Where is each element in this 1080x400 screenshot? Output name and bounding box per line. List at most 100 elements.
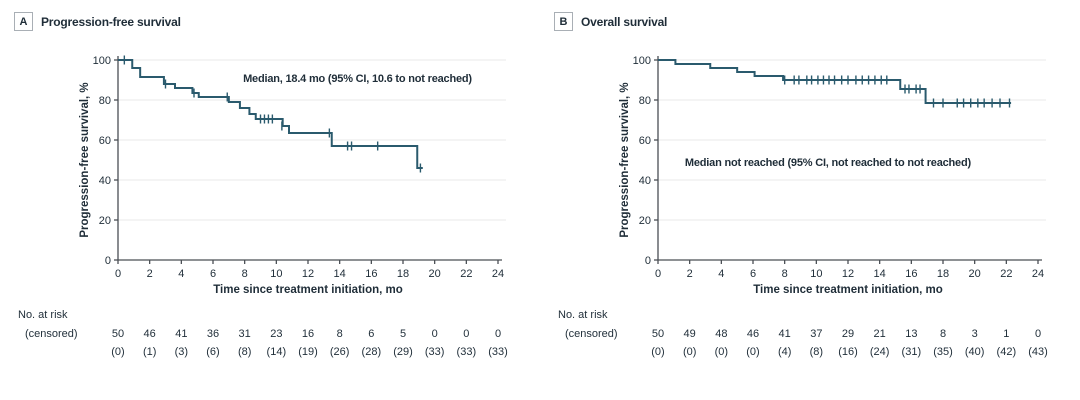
panel-b-title: Overall survival bbox=[581, 14, 668, 29]
svg-text:(24): (24) bbox=[870, 346, 890, 358]
svg-text:(40): (40) bbox=[965, 346, 985, 358]
svg-text:6: 6 bbox=[368, 328, 374, 340]
censor-marks bbox=[783, 75, 1011, 108]
svg-text:24: 24 bbox=[1032, 268, 1044, 280]
svg-text:8: 8 bbox=[782, 268, 788, 280]
panel-a-label-box: A bbox=[14, 12, 33, 31]
svg-text:100: 100 bbox=[93, 55, 111, 67]
gridlines bbox=[118, 59, 506, 221]
svg-text:23: 23 bbox=[270, 328, 282, 340]
svg-text:(0): (0) bbox=[683, 346, 696, 358]
svg-text:(6): (6) bbox=[206, 346, 219, 358]
svg-text:3: 3 bbox=[972, 328, 978, 340]
svg-text:(26): (26) bbox=[330, 346, 350, 358]
svg-text:0: 0 bbox=[432, 328, 438, 340]
svg-text:41: 41 bbox=[175, 328, 187, 340]
svg-text:(censored): (censored) bbox=[25, 328, 78, 340]
svg-text:(censored): (censored) bbox=[565, 328, 618, 340]
svg-text:5: 5 bbox=[400, 328, 406, 340]
svg-text:50: 50 bbox=[652, 328, 664, 340]
svg-text:22: 22 bbox=[1000, 268, 1012, 280]
x-axis-ticks: 0 2 4 6 8 10 12 14 16 18 20 22 24 bbox=[655, 260, 1044, 280]
svg-text:8: 8 bbox=[940, 328, 946, 340]
svg-text:20: 20 bbox=[969, 268, 981, 280]
svg-text:(1): (1) bbox=[143, 346, 156, 358]
svg-text:20: 20 bbox=[99, 215, 111, 227]
svg-text:48: 48 bbox=[715, 328, 727, 340]
svg-text:31: 31 bbox=[239, 328, 251, 340]
svg-text:(43): (43) bbox=[1028, 346, 1048, 358]
svg-text:36: 36 bbox=[207, 328, 219, 340]
svg-text:12: 12 bbox=[842, 268, 854, 280]
svg-text:50: 50 bbox=[112, 328, 124, 340]
panel-b-header: B Overall survival bbox=[554, 12, 667, 31]
svg-text:29: 29 bbox=[842, 328, 854, 340]
axes bbox=[117, 56, 502, 261]
svg-text:(42): (42) bbox=[997, 346, 1017, 358]
svg-text:14: 14 bbox=[334, 268, 346, 280]
svg-text:80: 80 bbox=[639, 95, 651, 107]
svg-text:0: 0 bbox=[645, 255, 651, 267]
svg-text:No. at risk: No. at risk bbox=[18, 309, 68, 321]
svg-text:60: 60 bbox=[99, 135, 111, 147]
gridlines bbox=[658, 59, 1046, 221]
svg-text:(0): (0) bbox=[651, 346, 664, 358]
svg-text:0: 0 bbox=[463, 328, 469, 340]
y-axis-title: Progression-free survival, % bbox=[619, 82, 631, 237]
svg-text:60: 60 bbox=[639, 135, 651, 147]
svg-text:(28): (28) bbox=[362, 346, 382, 358]
svg-text:0: 0 bbox=[105, 255, 111, 267]
svg-text:No. at risk: No. at risk bbox=[558, 309, 608, 321]
svg-text:41: 41 bbox=[779, 328, 791, 340]
svg-text:(4): (4) bbox=[778, 346, 791, 358]
panel-overall-survival: B Overall survival Median not reached (9… bbox=[540, 0, 1080, 400]
y-axis-title: Progression-free survival, % bbox=[79, 82, 91, 237]
axes bbox=[657, 56, 1042, 261]
svg-text:0: 0 bbox=[115, 268, 121, 280]
svg-text:13: 13 bbox=[905, 328, 917, 340]
x-axis-ticks: 0 2 4 6 8 10 12 14 16 18 20 22 24 bbox=[115, 260, 504, 280]
y-axis-ticks: 0 20 40 60 80 100 bbox=[633, 55, 658, 267]
svg-text:6: 6 bbox=[750, 268, 756, 280]
svg-text:(8): (8) bbox=[810, 346, 823, 358]
risk-table: No. at risk (censored) 50 (0) 49 (0) 48 (0) 46 (0… bbox=[558, 309, 1048, 358]
svg-text:40: 40 bbox=[639, 175, 651, 187]
svg-text:24: 24 bbox=[492, 268, 504, 280]
svg-text:18: 18 bbox=[937, 268, 949, 280]
svg-text:12: 12 bbox=[302, 268, 314, 280]
risk-table: No. at risk(censored) 50(0)46(1)41(3)36(6… bbox=[18, 309, 508, 358]
svg-text:46: 46 bbox=[747, 328, 759, 340]
svg-text:0: 0 bbox=[655, 268, 661, 280]
svg-text:37: 37 bbox=[810, 328, 822, 340]
panel-a-title: Progression-free survival bbox=[41, 14, 181, 29]
svg-text:22: 22 bbox=[460, 268, 472, 280]
svg-text:2: 2 bbox=[147, 268, 153, 280]
svg-text:16: 16 bbox=[302, 328, 314, 340]
svg-text:10: 10 bbox=[810, 268, 822, 280]
median-annotation: Median, 18.4 mo (95% CI, 10.6 to not rea… bbox=[243, 73, 472, 85]
svg-text:(0): (0) bbox=[111, 346, 124, 358]
x-axis-title: Time since treatment initiation, mo bbox=[753, 284, 943, 296]
svg-text:(0): (0) bbox=[715, 346, 728, 358]
y-axis-ticks: 0 20 40 60 80 100 bbox=[93, 55, 118, 267]
svg-text:40: 40 bbox=[99, 175, 111, 187]
svg-text:(33): (33) bbox=[425, 346, 445, 358]
svg-text:80: 80 bbox=[99, 95, 111, 107]
svg-text:(0): (0) bbox=[746, 346, 759, 358]
km-step-curve bbox=[118, 59, 423, 169]
svg-text:4: 4 bbox=[718, 268, 724, 280]
svg-text:20: 20 bbox=[429, 268, 441, 280]
panel-b-label-box: B bbox=[554, 12, 573, 31]
svg-text:8: 8 bbox=[242, 268, 248, 280]
svg-text:14: 14 bbox=[874, 268, 886, 280]
svg-text:(31): (31) bbox=[902, 346, 922, 358]
svg-text:8: 8 bbox=[337, 328, 343, 340]
panel-a-header: A Progression-free survival bbox=[14, 12, 181, 31]
svg-text:1: 1 bbox=[1003, 328, 1009, 340]
svg-text:49: 49 bbox=[684, 328, 696, 340]
svg-text:(14): (14) bbox=[267, 346, 287, 358]
svg-text:10: 10 bbox=[270, 268, 282, 280]
